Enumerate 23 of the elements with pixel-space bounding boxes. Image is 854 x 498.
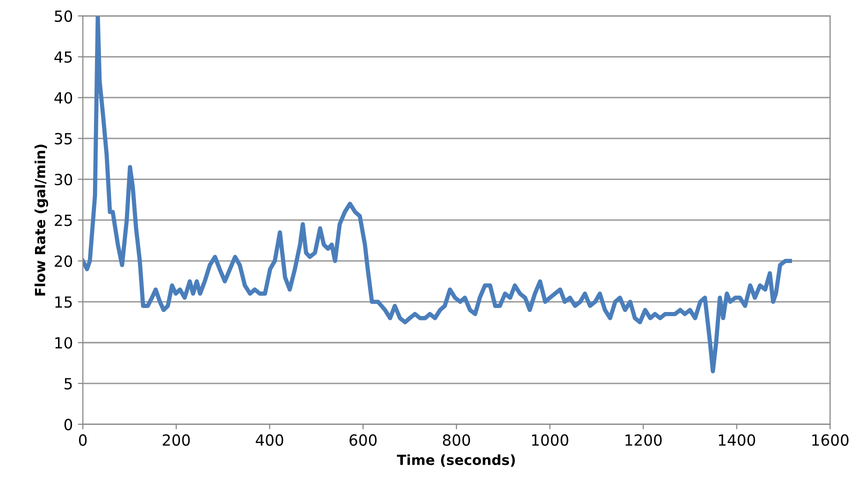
x-tick-label: 400 (256, 434, 284, 446)
x-tick-label: 1400 (718, 434, 756, 446)
y-tick-label: 5 (64, 378, 72, 390)
y-tick-label: 25 (54, 214, 72, 226)
y-tick-label: 10 (55, 337, 72, 349)
y-axis-title: Flow Rate (gal/min) (34, 144, 48, 296)
x-tick-label: 600 (350, 434, 377, 446)
y-tick-label: 35 (54, 132, 72, 144)
y-tick-label: 50 (54, 10, 72, 22)
x-tick-label: 800 (442, 434, 470, 446)
x-axis-title: Time (seconds) (396, 454, 515, 467)
line-series (82, 16, 792, 374)
y-tick-label: 30 (54, 174, 72, 186)
y-tick-label: 40 (54, 92, 72, 104)
x-tick-label: 1000 (532, 434, 568, 446)
x-tick-label: 0 (78, 434, 87, 446)
x-tick-label: 1200 (626, 434, 662, 446)
x-tick-label: 1600 (812, 434, 849, 446)
y-tick-label: 0 (64, 418, 72, 430)
y-tick-label: 45 (54, 51, 72, 63)
y-tick-label: 15 (55, 296, 72, 308)
x-tick-label: 200 (162, 434, 190, 446)
y-tick-label: 20 (54, 255, 72, 267)
